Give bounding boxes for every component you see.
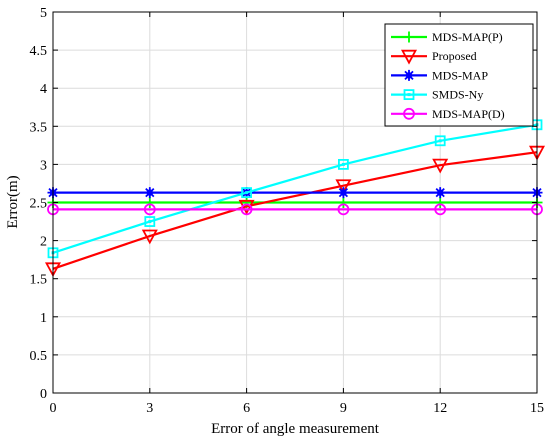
square-outline xyxy=(434,135,446,147)
star-core xyxy=(405,72,413,79)
legend-item: Proposed xyxy=(391,49,477,65)
star-core xyxy=(146,189,153,196)
plus-marker xyxy=(144,197,156,208)
y-tick-label: 2 xyxy=(40,235,47,250)
square-marker xyxy=(144,216,156,227)
y-tick-label: 3 xyxy=(40,158,47,173)
series-line xyxy=(52,123,538,254)
series-mds-map-d xyxy=(47,203,543,216)
square-dot xyxy=(407,93,411,97)
y-tick-label: 0 xyxy=(40,387,47,402)
y-axis-label: Error(m) xyxy=(5,175,21,228)
square-marker xyxy=(403,89,415,100)
circle-marker xyxy=(240,203,253,216)
square-marker xyxy=(337,158,349,170)
square-outline xyxy=(337,158,349,170)
plus-marker xyxy=(337,197,349,208)
star-core xyxy=(437,189,444,196)
y-tick-label: 1 xyxy=(40,311,47,326)
square-marker xyxy=(434,135,446,147)
legend-item: MDS-MAP(D) xyxy=(391,107,505,121)
legend-label: MDS-MAP xyxy=(432,68,488,82)
legend-item: MDS-MAP(P) xyxy=(391,30,503,44)
x-tick-label: 6 xyxy=(243,401,250,416)
y-tick-label: 5 xyxy=(40,6,47,21)
legend-item: SMDS-Ny xyxy=(391,88,483,102)
triangle-marker xyxy=(238,199,255,215)
triangle-marker xyxy=(141,229,158,245)
star-marker xyxy=(434,187,446,199)
x-tick-label: 0 xyxy=(50,401,57,416)
star-marker xyxy=(403,69,415,81)
legend-item: MDS-MAP xyxy=(391,68,488,82)
legend: MDS-MAP(P) Proposed MDS-MAP SMDS-Ny MDS-MAP(… xyxy=(384,23,534,127)
circle-marker xyxy=(143,203,156,216)
legend-label: SMDS-Ny xyxy=(432,88,483,102)
triangle-marker xyxy=(400,49,418,65)
series-line xyxy=(52,151,538,270)
y-tick-label: 1.5 xyxy=(30,273,48,288)
circle-marker xyxy=(337,203,350,216)
circle-marker xyxy=(434,203,447,216)
y-tick-label: 2.5 xyxy=(30,197,48,212)
y-tick-label: 0.5 xyxy=(30,349,48,364)
square-outline xyxy=(403,89,415,100)
plus-marker xyxy=(403,31,415,43)
legend-label: MDS-MAP(P) xyxy=(432,30,503,44)
triangle-marker xyxy=(335,179,352,195)
grid xyxy=(52,11,538,394)
square-dot xyxy=(245,191,249,195)
plus-marker xyxy=(434,197,446,208)
x-tick-label: 15 xyxy=(530,401,544,416)
star-core xyxy=(340,189,347,196)
star-marker xyxy=(337,187,349,199)
square-dot xyxy=(341,162,345,166)
star-marker xyxy=(144,187,156,199)
square-outline xyxy=(241,187,253,198)
legend-label: MDS-MAP(D) xyxy=(432,107,505,121)
square-marker xyxy=(241,187,253,198)
square-dot xyxy=(148,220,152,224)
triangle-marker xyxy=(432,158,449,174)
square-outline xyxy=(144,216,156,227)
x-tick-label: 3 xyxy=(146,401,153,416)
legend-label: Proposed xyxy=(432,49,477,63)
y-tick-label: 4 xyxy=(40,82,47,97)
x-tick-label: 12 xyxy=(433,401,447,416)
x-tick-label: 9 xyxy=(340,401,347,416)
y-tick-label: 4.5 xyxy=(30,44,48,59)
circle-marker xyxy=(403,107,415,120)
y-tick-label: 3.5 xyxy=(30,120,48,135)
square-dot xyxy=(438,139,442,143)
x-axis-label: Error of angle measurement xyxy=(211,421,380,437)
